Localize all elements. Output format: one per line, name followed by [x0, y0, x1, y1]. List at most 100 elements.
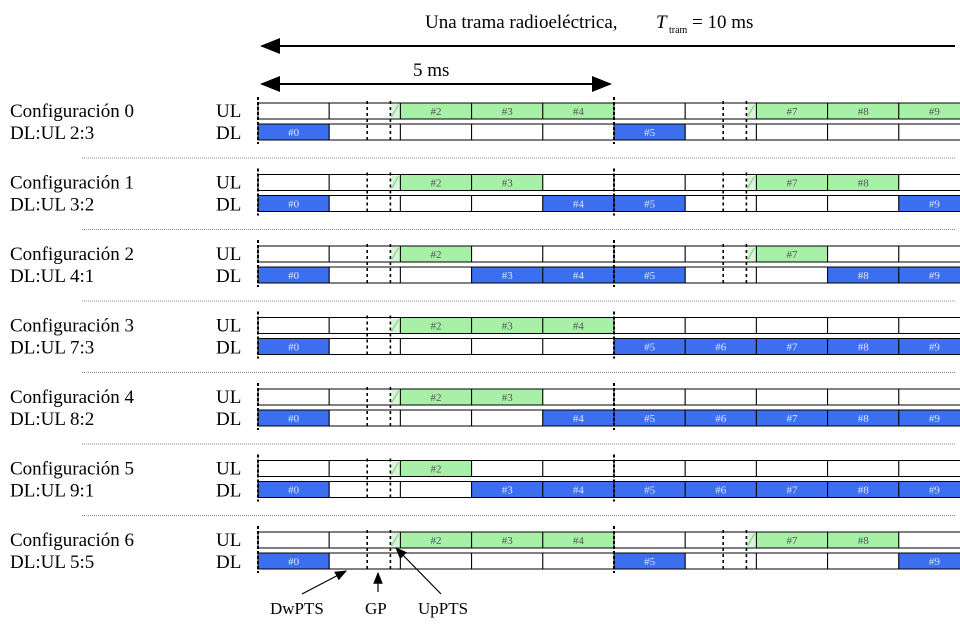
dl-subframe-number: #0	[288, 413, 300, 425]
config-name: Configuración 3	[10, 316, 134, 337]
empty-subframe	[542, 388, 615, 406]
dl-subframe-number: #5	[644, 485, 656, 497]
empty-subframe	[755, 123, 829, 141]
ul-subframe-number: #2	[431, 321, 442, 333]
empty-subframe	[471, 245, 544, 263]
ul-subframe-number: #3	[502, 535, 514, 547]
dl-subframe-number: #5	[644, 270, 656, 282]
dl-subframe-number: #5	[644, 413, 656, 425]
dl-subframe-number: #5	[644, 556, 656, 568]
config-ratio: DL:UL 4:1	[10, 266, 94, 287]
empty-subframe	[613, 174, 686, 191]
empty-subframe	[257, 102, 330, 120]
uppts-mark	[746, 533, 755, 547]
dl-subframe-number: #6	[715, 342, 727, 354]
config-ratio: DL:UL 8:2	[10, 409, 94, 430]
uppts-label: UpPTS	[418, 599, 468, 618]
empty-subframe	[399, 266, 473, 284]
empty-subframe	[613, 531, 686, 549]
empty-subframe	[542, 552, 615, 570]
empty-subframe	[755, 552, 829, 570]
dl-subframe-number: #9	[929, 342, 941, 354]
empty-subframe	[542, 338, 615, 355]
ul-special-subframe	[684, 102, 757, 120]
config-ratio: DL:UL 7:3	[10, 338, 94, 359]
empty-subframe	[257, 317, 330, 334]
empty-subframe	[684, 317, 757, 334]
uppts-mark	[746, 247, 755, 261]
dl-subframe	[898, 552, 960, 570]
dl-subframe-number: #6	[715, 413, 727, 425]
ul-special-subframe	[328, 102, 401, 120]
dl-subframe	[898, 481, 960, 498]
dwpts-arrow	[301, 570, 348, 595]
ul-special-subframe	[328, 460, 401, 477]
dl-subframe	[898, 409, 960, 427]
ul-special-subframe	[328, 174, 401, 191]
uppts-mark	[390, 176, 399, 189]
ul-subframe-number: #7	[787, 535, 799, 547]
ul-label: UL	[216, 316, 241, 337]
empty-subframe	[471, 409, 544, 427]
ul-subframe-number: #2	[431, 249, 442, 261]
dl-subframe-number: #7	[787, 413, 799, 425]
dl-subframe-number: #5	[644, 199, 656, 211]
ul-special-subframe	[328, 531, 401, 549]
dl-subframe-number: #9	[929, 270, 941, 282]
dl-subframe-number: #0	[288, 270, 300, 282]
dl-subframe-number: #9	[929, 199, 941, 211]
empty-subframe	[471, 123, 544, 141]
dl-subframe-number: #5	[644, 127, 656, 139]
empty-subframe	[755, 195, 829, 212]
dl-label: DL	[216, 481, 241, 502]
ul-label: UL	[216, 387, 241, 408]
config-name: Configuración 6	[10, 530, 134, 551]
ul-subframe-number: #8	[858, 106, 870, 118]
dl-label: DL	[216, 195, 241, 216]
ul-label: UL	[216, 101, 241, 122]
ul-subframe-number: #2	[431, 392, 442, 404]
dl-subframe-number: #4	[573, 199, 585, 211]
ul-subframe-number: #3	[502, 321, 514, 333]
dl-subframe-number: #9	[929, 413, 941, 425]
dl-subframe-number: #8	[858, 413, 870, 425]
ul-subframe-number: #8	[858, 535, 870, 547]
dl-label: DL	[216, 552, 241, 573]
empty-subframe	[542, 245, 615, 263]
empty-subframe	[613, 245, 686, 263]
dl-subframe	[898, 338, 960, 355]
dl-subframe-number: #7	[787, 485, 799, 497]
config-ratio: DL:UL 9:1	[10, 481, 94, 502]
empty-subframe	[684, 388, 757, 406]
uppts-mark	[390, 104, 399, 118]
t-symbol: T	[656, 12, 668, 33]
empty-subframe	[827, 195, 900, 212]
empty-subframe	[542, 460, 615, 477]
dl-subframe	[898, 195, 960, 212]
config-name: Configuración 4	[10, 387, 135, 408]
config-name: Configuración 0	[10, 101, 134, 122]
ul-subframe-number: #7	[787, 106, 799, 118]
ul-subframe-number: #3	[502, 178, 514, 190]
frame-label: Una trama radioeléctrica,	[425, 12, 618, 33]
config-name: Configuración 1	[10, 173, 134, 194]
empty-subframe	[257, 245, 330, 263]
ul-subframe-number: #2	[431, 106, 442, 118]
ul-special-subframe	[328, 317, 401, 334]
empty-subframe	[613, 102, 686, 120]
ul-subframe-number: #3	[502, 106, 514, 118]
dl-label: DL	[216, 409, 241, 430]
ul-label: UL	[216, 244, 241, 265]
dl-subframe-number: #5	[644, 342, 656, 354]
dl-subframe-number: #0	[288, 342, 300, 354]
ul-subframe-number: #3	[502, 392, 514, 404]
empty-subframe	[399, 552, 473, 570]
uppts-mark	[390, 390, 399, 404]
ul-label: UL	[216, 459, 241, 480]
ul-subframe-number: #4	[573, 321, 585, 333]
ul-label: UL	[216, 530, 241, 551]
dl-subframe-number: #9	[929, 485, 941, 497]
